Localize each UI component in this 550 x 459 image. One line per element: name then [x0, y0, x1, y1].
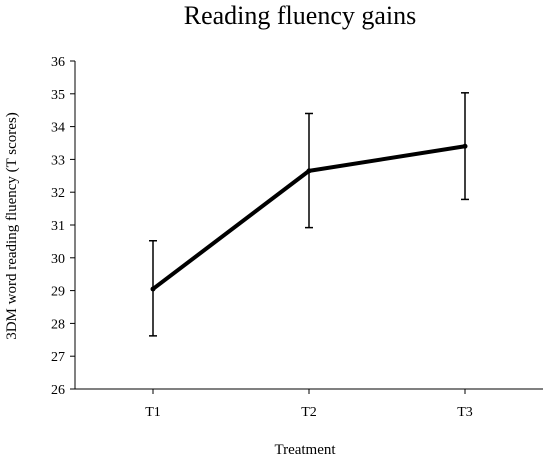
plot-area: [149, 92, 469, 337]
y-tick-label: 32: [51, 186, 65, 201]
y-axis-ticks: 26 27 28 29 30 31 32 33 34 35 36: [51, 55, 75, 398]
y-tick-label: 34: [51, 121, 65, 136]
y-tick-label: 30: [51, 252, 65, 267]
chart-title: Reading fluency gains: [184, 1, 417, 30]
y-tick-label: 28: [51, 317, 65, 332]
x-axis-label: Treatment: [274, 442, 336, 458]
y-axis-label: 3DM word reading fluency (T scores): [4, 112, 20, 340]
data-point: [306, 168, 312, 174]
y-tick-label: 26: [51, 383, 65, 398]
y-tick-label: 29: [51, 285, 65, 300]
data-point: [462, 143, 468, 149]
x-tick-label: T1: [145, 405, 161, 420]
data-point: [150, 286, 156, 292]
x-axis-ticks: T1 T2 T3: [145, 389, 473, 420]
x-tick-label: T3: [457, 405, 473, 420]
x-tick-label: T2: [301, 405, 317, 420]
y-tick-label: 27: [51, 350, 65, 365]
y-tick-label: 31: [51, 219, 65, 234]
y-tick-label: 35: [51, 88, 65, 103]
y-tick-label: 33: [51, 153, 65, 168]
y-tick-label: 36: [51, 55, 65, 70]
